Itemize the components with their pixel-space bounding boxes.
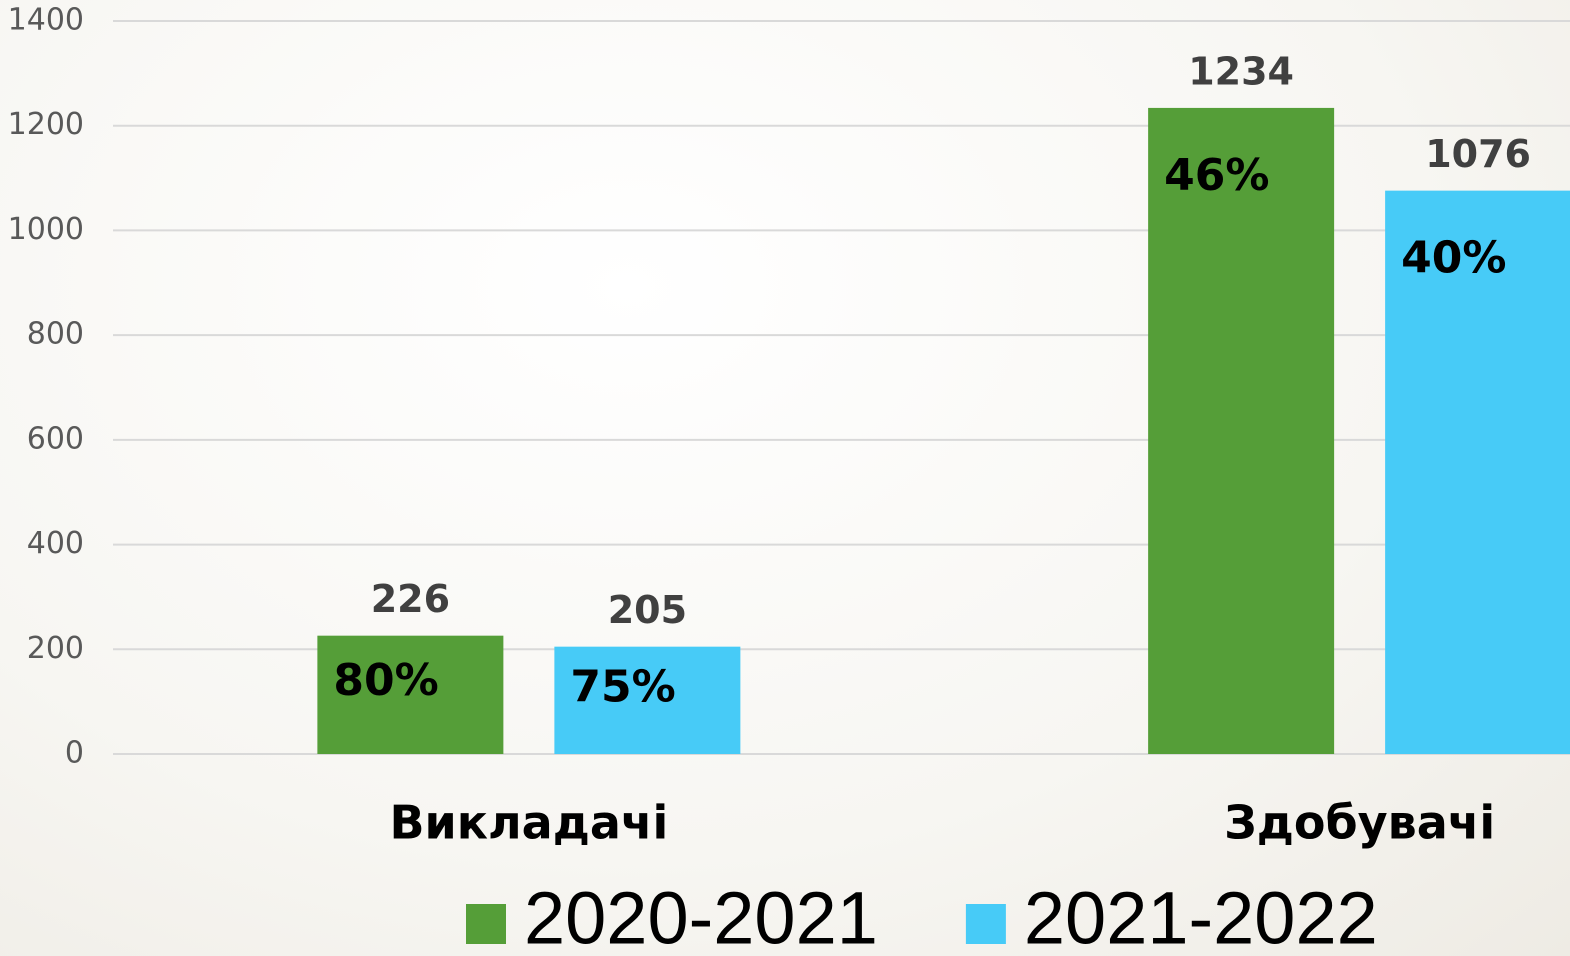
value-label: 1234 <box>1188 49 1294 93</box>
y-tick-label: 0 <box>65 736 84 771</box>
bar-inner-label: 46% <box>1164 150 1269 201</box>
legend-swatch <box>466 904 506 944</box>
bar <box>1148 107 1335 755</box>
bar-inner-label: 80% <box>333 655 438 706</box>
value-label: 226 <box>371 577 450 621</box>
y-tick-label: 400 <box>27 526 84 561</box>
value-label: 1076 <box>1425 132 1531 176</box>
bar-inner-label: 40% <box>1401 233 1506 284</box>
x-tick-label: Здобувачі <box>1224 796 1495 850</box>
y-tick-label: 600 <box>27 421 84 456</box>
legend-label: 2020-2021 <box>524 877 878 956</box>
value-label: 205 <box>608 588 687 632</box>
bar <box>554 646 741 754</box>
bar-inner-label: 75% <box>570 662 675 713</box>
y-tick-label: 200 <box>27 631 84 666</box>
bar <box>317 635 504 754</box>
y-tick-label: 800 <box>27 317 84 352</box>
y-tick-label: 1400 <box>8 3 84 38</box>
y-tick-label: 1000 <box>8 212 84 247</box>
y-tick-label: 1200 <box>8 107 84 142</box>
bar <box>1385 190 1570 754</box>
legend-label: 2021-2022 <box>1024 877 1378 956</box>
legend-swatch <box>965 904 1006 944</box>
x-tick-label: Викладачі <box>389 796 668 850</box>
